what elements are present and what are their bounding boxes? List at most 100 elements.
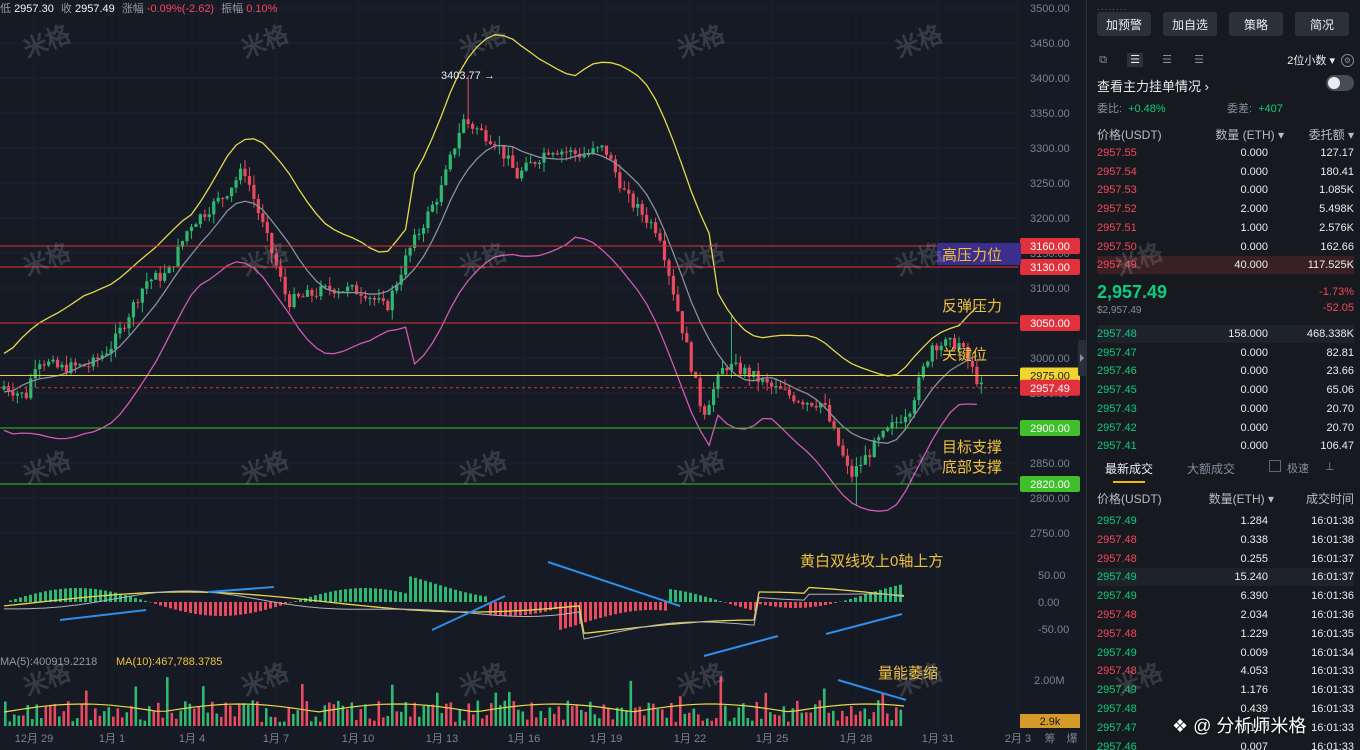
candle-body: [680, 311, 684, 334]
volume-bar: [562, 719, 565, 726]
drag-dots[interactable]: ........: [1097, 2, 1128, 13]
volume-bar: [143, 720, 147, 726]
trade-row-time: 16:01:36: [1311, 590, 1354, 603]
macd-bar: [274, 602, 277, 608]
trade-row[interactable]: 2957.49 1.284 16:01:38: [1097, 512, 1354, 530]
volume-bar: [769, 712, 772, 726]
ask-row[interactable]: 2957.50 0.000 162.66: [1097, 238, 1354, 256]
add-alert-button[interactable]: 加预警: [1097, 12, 1151, 36]
candle-body: [408, 247, 412, 256]
strategy-button[interactable]: 策略: [1229, 12, 1283, 36]
candle-body: [493, 144, 497, 146]
trade-row[interactable]: 2957.48 0.439 16:01:33: [1097, 700, 1354, 718]
ask-row[interactable]: 2957.49 40.000 117.525K: [1097, 256, 1354, 275]
add-watchlist-button[interactable]: 加自选: [1163, 12, 1217, 36]
volume-bar: [355, 720, 358, 726]
volume-bar: [517, 709, 520, 726]
bid-row[interactable]: 2957.48 158.000 468.338K: [1097, 325, 1354, 343]
candle-body: [725, 367, 729, 371]
ask-row-price: 2957.51: [1097, 221, 1137, 234]
candle-body: [100, 355, 104, 359]
bid-row[interactable]: 2957.47 0.000 82.81: [1097, 344, 1354, 362]
candle-body: [24, 392, 28, 399]
bid-row-price: 2957.41: [1097, 440, 1137, 453]
trade-row[interactable]: 2957.48 0.255 16:01:37: [1097, 550, 1354, 568]
tr-qty-header[interactable]: 数量(ETH) ▾: [1208, 492, 1274, 506]
level-price-tag-label: 2975.00: [1030, 371, 1070, 383]
macd-bar: [754, 602, 757, 612]
level-price-tag: [1020, 259, 1080, 275]
volume-bar: [364, 704, 367, 726]
orderbook-bids-icon[interactable]: ☰: [1162, 54, 1172, 66]
orderbook-both-icon[interactable]: ☰: [1127, 53, 1143, 67]
candle-body: [863, 455, 867, 465]
candle-body: [265, 222, 269, 234]
macd-bar: [384, 589, 387, 602]
author-watermark: ❖ @ 分析师米格: [1172, 716, 1307, 736]
volume-bar: [71, 721, 75, 726]
tab-large-trades[interactable]: 大额成交: [1187, 462, 1236, 476]
candle-body: [662, 240, 667, 261]
candle-body: [796, 401, 800, 403]
macd-bar: [84, 588, 87, 602]
ask-row[interactable]: 2957.52 2.000 5.498K: [1097, 200, 1354, 218]
volume-bar: [296, 710, 300, 726]
macd-bar: [239, 602, 242, 615]
trade-row[interactable]: 2957.48 1.229 16:01:35: [1097, 625, 1354, 643]
bid-row[interactable]: 2957.42 0.000 20.70: [1097, 419, 1354, 437]
level-price-tag-label: 3160.00: [1030, 241, 1070, 253]
volume-bar: [859, 711, 862, 726]
panel-collapse-handle[interactable]: [1078, 340, 1086, 376]
trade-row-price: 2957.48: [1097, 703, 1137, 715]
trade-row[interactable]: 2957.46 0.007 16:01:33: [1097, 738, 1354, 750]
overview-button[interactable]: 简况: [1295, 12, 1349, 36]
ask-row[interactable]: 2957.53 0.000 1.085K: [1097, 181, 1354, 199]
gear-icon[interactable]: ⚙: [1341, 53, 1354, 67]
ask-row[interactable]: 2957.51 1.000 2.576K: [1097, 219, 1354, 237]
level-price-tag: [1020, 238, 1080, 254]
copy-icon[interactable]: ⧉: [1099, 54, 1107, 66]
trade-row[interactable]: 2957.48 4.053 16:01:33: [1097, 662, 1354, 680]
trade-row[interactable]: 2957.49 15.240 16:01:37: [1097, 568, 1354, 587]
trade-row[interactable]: 2957.48 0.338 16:01:38: [1097, 531, 1354, 549]
bid-row[interactable]: 2957.45 0.000 65.06: [1097, 381, 1354, 399]
volume-bar: [233, 716, 237, 726]
volume-bar: [535, 717, 538, 726]
candle-body: [966, 346, 970, 361]
candle-body: [944, 339, 948, 346]
main-force-toggle[interactable]: [1326, 75, 1354, 91]
tab-latest-trades[interactable]: 最新成交: [1105, 462, 1154, 483]
main-force-orders-link[interactable]: 查看主力挂单情况 ›: [1097, 79, 1209, 94]
candlestick-chart[interactable]: 3500.00 3450.00 3400.00 3350.00 3300.00 3250.…: [0, 0, 1086, 750]
candle-body: [511, 155, 515, 168]
trade-row[interactable]: 2957.48 2.034 16:01:36: [1097, 606, 1354, 624]
bid-row[interactable]: 2957.46 0.000 23.66: [1097, 362, 1354, 380]
volume-bar: [31, 719, 34, 726]
chart-canvas[interactable]: 3500.00 3450.00 3400.00 3350.00 3300.00 3250.…: [0, 0, 1086, 750]
ob-qty-header[interactable]: 数量 (ETH) ▾: [1215, 128, 1284, 142]
macd-bar: [439, 585, 442, 602]
ask-row-amount: 2.576K: [1319, 221, 1354, 234]
volume-bar: [620, 707, 624, 726]
candle-body: [908, 413, 912, 417]
trade-row[interactable]: 2957.47 0.187 16:01:33: [1097, 719, 1354, 737]
macd-bar: [254, 602, 257, 613]
trade-row[interactable]: 2957.49 6.390 16:01:36: [1097, 587, 1354, 605]
trade-row[interactable]: 2957.49 1.176 16:01:33: [1097, 681, 1354, 699]
macd-bar: [604, 602, 607, 617]
bid-row[interactable]: 2957.41 0.000 106.47: [1097, 437, 1354, 455]
trade-row[interactable]: 2957.49 0.009 16:01:34: [1097, 644, 1354, 662]
ask-row-qty: 2.000: [1240, 203, 1268, 216]
candle-body: [720, 367, 725, 375]
level-price-tag: [1020, 367, 1080, 384]
ask-row[interactable]: 2957.54 0.000 180.41: [1097, 163, 1354, 181]
decimal-select[interactable]: 2位小数 ▾: [1287, 55, 1335, 67]
fast-mode-checkbox[interactable]: [1269, 460, 1281, 472]
orderbook-asks-icon[interactable]: ☰: [1194, 54, 1204, 66]
ask-row[interactable]: 2957.55 0.000 127.17: [1097, 144, 1354, 162]
candle-body: [845, 455, 850, 466]
bid-row[interactable]: 2957.43 0.000 20.70: [1097, 400, 1354, 418]
candle-body: [506, 155, 510, 159]
layout-icon[interactable]: ⊥: [1325, 461, 1335, 473]
ob-amount-header[interactable]: 委托额 ▾: [1308, 128, 1354, 142]
